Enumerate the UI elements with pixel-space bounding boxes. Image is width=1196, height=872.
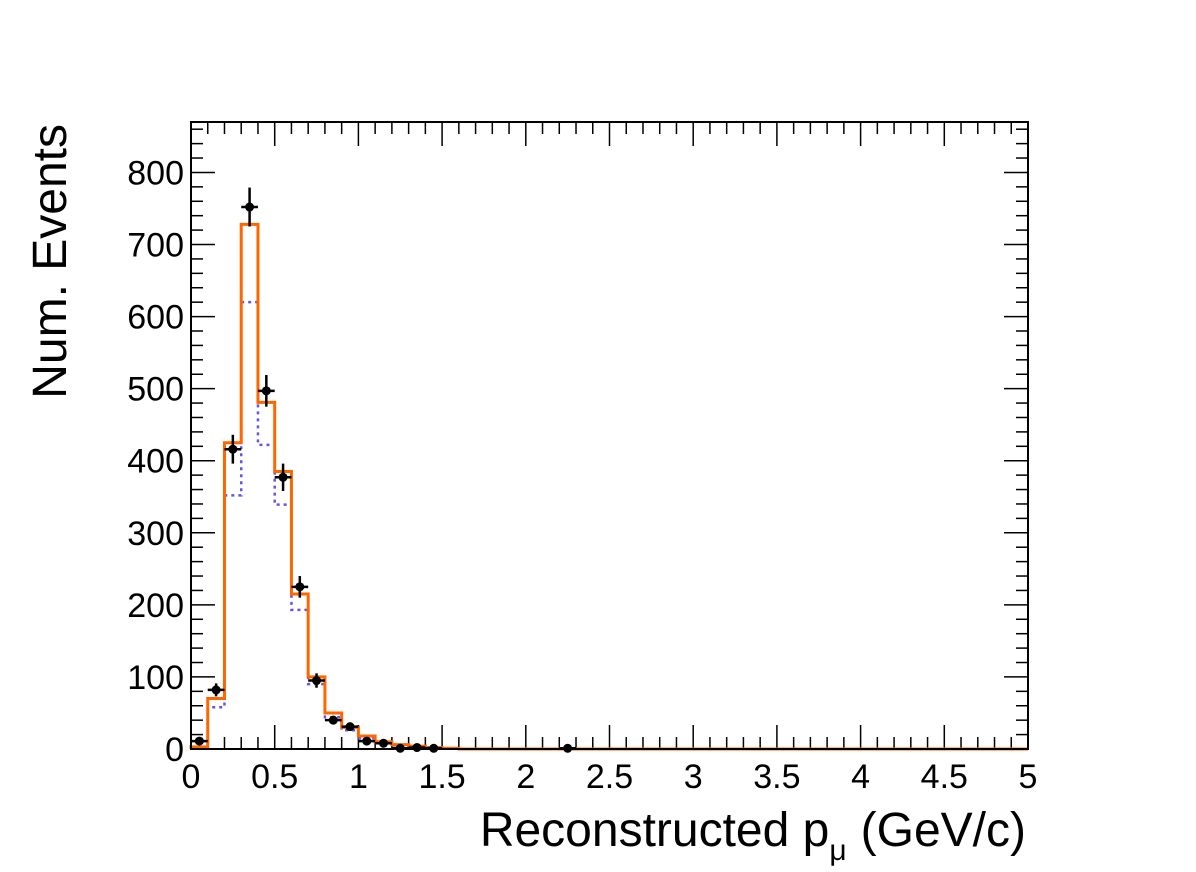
data-point-marker: [328, 715, 338, 725]
y-tick-label: 200: [127, 587, 184, 625]
data-point-marker: [362, 736, 372, 746]
data-point-marker: [194, 736, 204, 746]
data-point: [291, 576, 309, 598]
x-tick-label: 0: [182, 758, 201, 796]
data-point-marker: [295, 582, 305, 592]
data-point-marker: [228, 444, 238, 454]
data-point: [224, 434, 242, 464]
plot-frame: [190, 121, 1029, 750]
data-point: [274, 463, 292, 491]
x-axis-title-unit: (GeV/c): [861, 804, 1026, 857]
x-axis-title: Reconstructed pμ (GeV/c): [480, 804, 1026, 867]
y-tick-label: 500: [127, 371, 184, 409]
data-point: [207, 683, 225, 697]
y-tick-labels: 0 100 200 300 400 500 600 700 800: [127, 154, 184, 769]
x-tick-label: 1.5: [418, 758, 465, 796]
x-tick-label: 3.5: [753, 758, 800, 796]
x-tick-label: 5: [1019, 758, 1038, 796]
data-point-marker: [345, 722, 355, 732]
x-tick-label: 2: [516, 758, 535, 796]
data-point-marker: [211, 685, 221, 695]
y-tick-label: 300: [127, 515, 184, 553]
data-point: [408, 743, 426, 753]
data-point: [375, 738, 392, 748]
primary-histogram-line: [189, 222, 1028, 751]
data-point: [341, 722, 359, 732]
x-tick-label: 4.5: [921, 758, 968, 796]
data-point: [191, 736, 208, 746]
x-tick-label: 2.5: [586, 758, 633, 796]
y-tick-label: 0: [165, 731, 184, 769]
data-point-marker: [312, 676, 322, 686]
y-tick-label: 800: [127, 154, 184, 192]
x-tick-label: 4: [851, 758, 870, 796]
x-axis-title-subscript: μ: [829, 834, 846, 867]
data-point-marker: [261, 386, 271, 396]
y-axis-title: Num. Events: [24, 124, 77, 399]
y-tick-label: 600: [127, 299, 184, 337]
data-point: [257, 374, 275, 407]
axis-ticks: [190, 122, 1029, 750]
x-tick-labels: 0 0.5 1 1.5 2 2.5 3 3.5 4 4.5 5: [182, 758, 1038, 796]
data-point: [358, 736, 376, 746]
data-point: [308, 673, 325, 688]
data-points: [191, 187, 577, 753]
data-point-marker: [412, 743, 422, 753]
data-point: [324, 715, 342, 725]
primary-histogram: [189, 222, 1028, 751]
y-tick-label: 700: [127, 227, 184, 265]
data-point-marker: [379, 738, 389, 748]
y-tick-label: 100: [127, 659, 184, 697]
x-tick-label: 0.5: [251, 758, 298, 796]
x-tick-label: 1: [349, 758, 368, 796]
data-point-marker: [245, 202, 255, 212]
data-point-marker: [278, 472, 288, 482]
y-tick-label: 400: [127, 443, 184, 481]
data-point: [241, 187, 258, 227]
x-axis-title-main: Reconstructed p: [480, 804, 830, 857]
x-tick-label: 3: [684, 758, 703, 796]
